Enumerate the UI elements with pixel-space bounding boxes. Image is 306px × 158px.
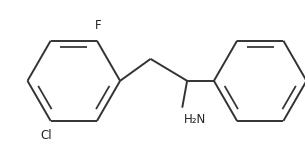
Text: Cl: Cl — [40, 129, 52, 143]
Text: F: F — [95, 19, 102, 32]
Text: H₂N: H₂N — [184, 112, 206, 125]
